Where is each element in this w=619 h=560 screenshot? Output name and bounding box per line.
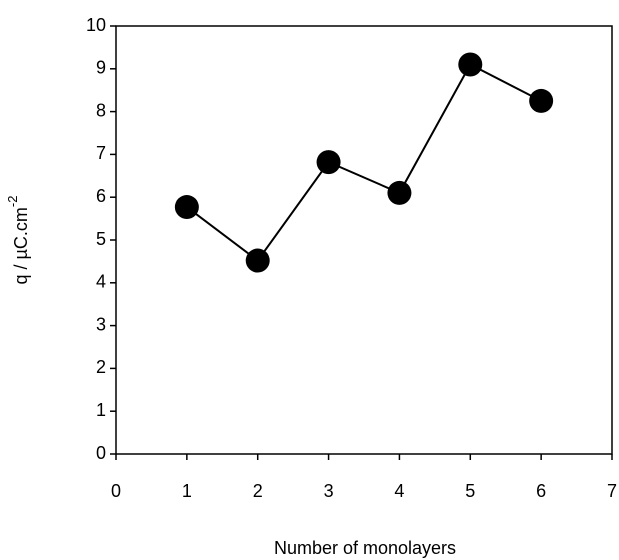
x-tick-label: 6 bbox=[536, 481, 546, 501]
y-tick-label: 9 bbox=[96, 58, 106, 78]
x-axis-label: Number of monolayers bbox=[274, 538, 456, 558]
x-tick-label: 1 bbox=[182, 481, 192, 501]
x-tick-label: 2 bbox=[253, 481, 263, 501]
y-tick-label: 4 bbox=[96, 272, 106, 292]
data-point bbox=[174, 195, 199, 220]
y-axis-label-superscript: -2 bbox=[5, 196, 20, 208]
y-tick-label: 6 bbox=[96, 186, 106, 206]
data-point bbox=[316, 150, 341, 175]
y-tick-label: 8 bbox=[96, 100, 106, 120]
x-tick-label: 0 bbox=[111, 481, 121, 501]
y-tick-label: 3 bbox=[96, 314, 106, 334]
y-tick-label: 2 bbox=[96, 357, 106, 377]
y-axis-label: q / µC.cm-2 bbox=[5, 196, 30, 285]
x-tick-label: 7 bbox=[607, 481, 617, 501]
y-tick-label: 10 bbox=[86, 15, 106, 35]
y-tick-label: 1 bbox=[96, 400, 106, 420]
y-tick-label: 0 bbox=[96, 443, 106, 463]
data-line bbox=[186, 63, 542, 262]
data-point bbox=[387, 180, 412, 205]
x-tick-label: 4 bbox=[394, 481, 404, 501]
y-tick-label: 5 bbox=[96, 229, 106, 249]
x-tick-label: 5 bbox=[465, 481, 475, 501]
data-point bbox=[245, 248, 270, 273]
y-tick-label: 7 bbox=[96, 143, 106, 163]
x-tick-label: 3 bbox=[324, 481, 334, 501]
y-axis-label-main: q / µC.cm bbox=[11, 207, 31, 284]
data-point bbox=[529, 88, 554, 113]
data-point bbox=[458, 52, 483, 77]
